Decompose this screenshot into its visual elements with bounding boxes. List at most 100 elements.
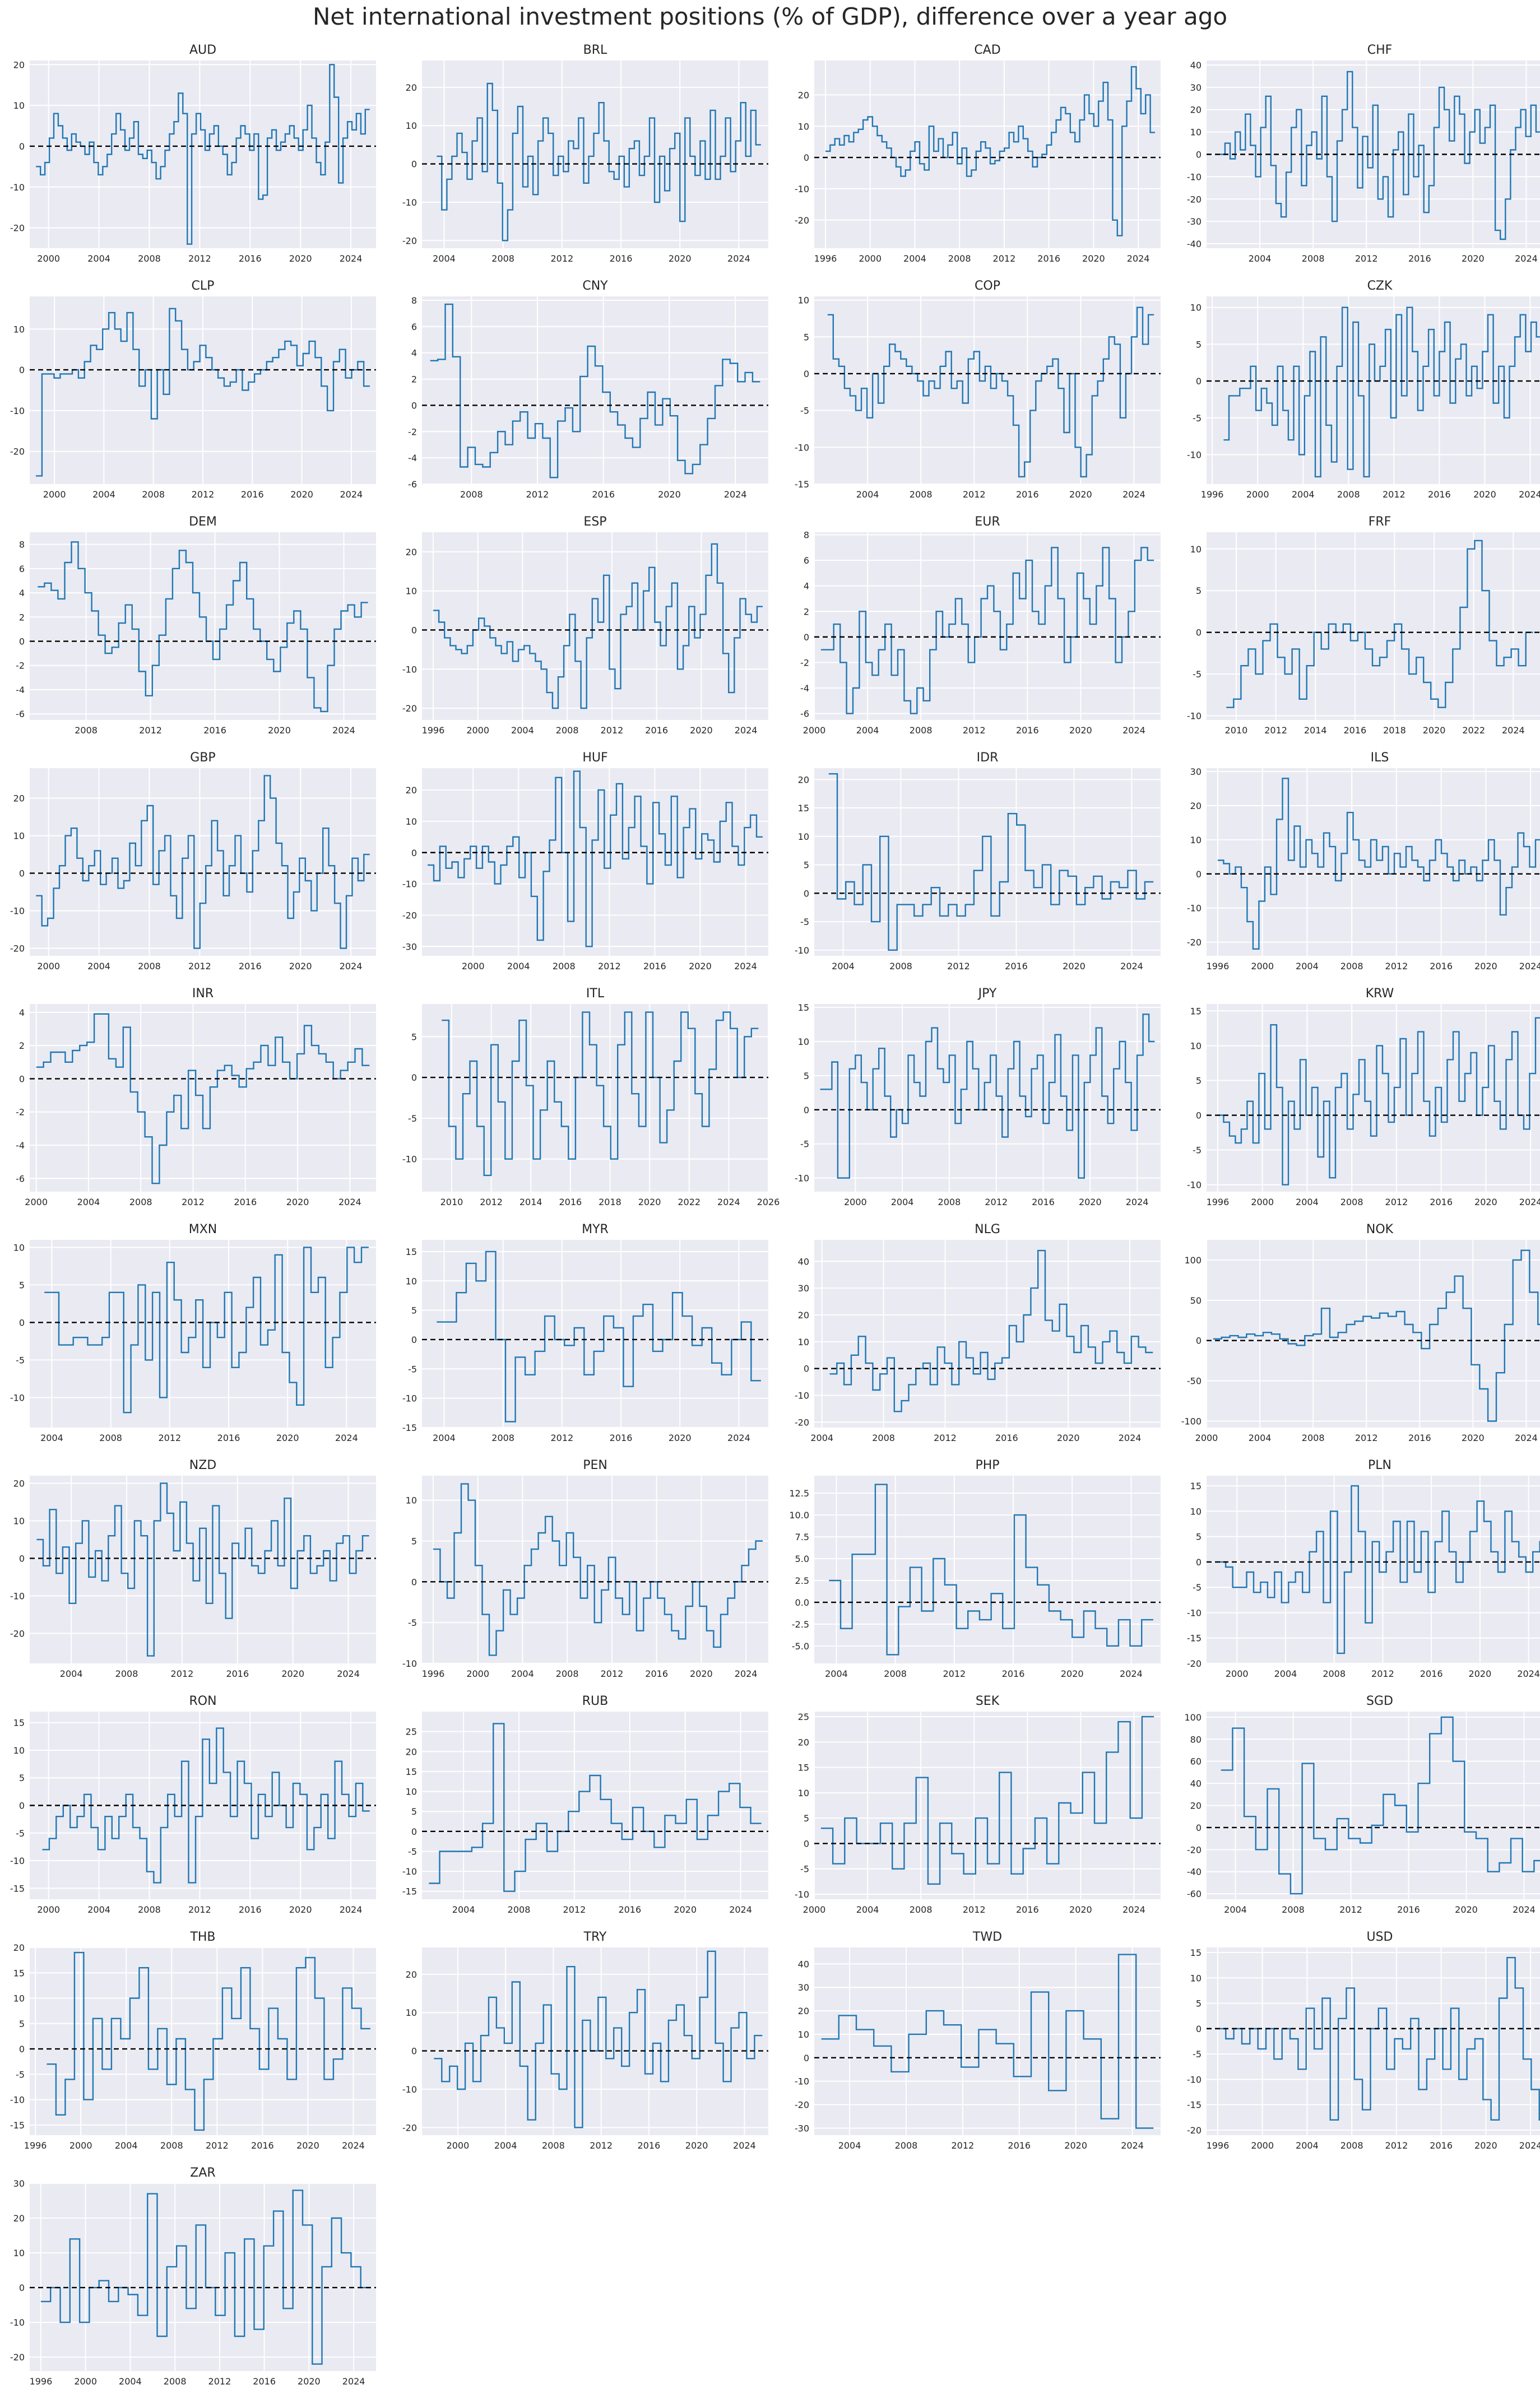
x-tick-label: 2016 [592,489,615,500]
x-tick-label: 2000 [466,725,489,736]
y-tick-label: -20 [402,235,417,246]
series-line [1217,778,1540,950]
x-tick-label: 2008 [1302,253,1325,264]
y-tick-label: -10 [10,1591,25,1601]
y-tick-label: -10 [1187,711,1202,722]
x-tick-label: 2016 [239,253,262,264]
x-tick-label: 2012 [1339,1904,1362,1915]
x-tick-label: 2010 [440,1197,463,1207]
y-tick-label: -15 [402,1423,417,1433]
x-tick-label: 2016 [1397,1904,1420,1915]
y-tick-label: 2 [19,1040,25,1051]
x-tick-label: 2016 [1343,725,1366,736]
x-tick-label: 2008 [895,2140,918,2151]
x-tick-label: 2016 [559,1197,582,1207]
x-tick-label: 2016 [1408,1433,1431,1443]
y-tick-label: 30 [1190,766,1202,777]
x-tick-label: 2008 [553,961,576,971]
panel-title: TRY [583,1930,607,1944]
x-tick-label: 2020 [674,1904,697,1915]
x-tick-label: 2000 [1251,961,1274,971]
y-tick-label: 0 [1196,2024,1202,2034]
x-tick-label: 2012 [206,2140,229,2151]
series-line [437,82,761,241]
y-tick-label: 100 [1184,1255,1202,1266]
y-tick-label: 15 [798,1763,809,1773]
panel-cny: CNY 8 6 4 2 0 -2 -4 -6 2008 2012 2016 2020 2024 [408,279,768,500]
x-tick-label: 2000 [1246,489,1269,500]
y-tick-label: -10 [402,664,417,675]
x-tick-label: 2016 [1408,253,1431,264]
y-tick-label: 4 [19,1007,25,1018]
y-tick-label: -4 [408,453,417,463]
y-tick-label: -20 [1187,1844,1202,1855]
x-tick-label: 2024 [735,725,758,736]
y-tick-label: -10 [10,1856,25,1866]
panel-title: CNY [582,279,608,293]
x-tick-label: 2004 [507,961,530,971]
x-tick-label: 2026 [757,1197,780,1207]
panel-title: INR [192,987,214,1001]
y-tick-label: -2 [16,1107,25,1118]
x-tick-label: 2012 [1385,2140,1408,2151]
x-tick-label: 2020 [1423,725,1446,736]
y-tick-label: 0 [804,2053,809,2063]
y-tick-label: 0 [804,152,809,163]
series-line [36,775,370,949]
x-tick-label: 2004 [1296,1197,1319,1207]
panel-title: PHP [975,1458,999,1472]
y-tick-label: 60 [1190,1756,1202,1767]
series-line [42,1727,370,1884]
x-tick-label: 2012 [139,725,162,736]
x-tick-label: 2024 [1519,961,1540,971]
panel-title: RUB [582,1694,608,1708]
x-tick-label: 2012 [951,2140,974,2151]
x-tick-label: 2012 [1264,725,1287,736]
x-tick-label: 2020 [1455,1904,1478,1915]
x-tick-label: 2024 [1122,725,1145,736]
y-tick-label: 5 [1196,585,1202,596]
x-tick-label: 2016 [1420,1668,1443,1679]
x-tick-label: 2020 [1474,1197,1497,1207]
panel-mxn: MXN 10 5 0 -5 -10 2004 2008 2012 2016 2020 2024 [10,1222,376,1443]
x-tick-label: 2004 [832,961,855,971]
y-tick-label: -10 [795,945,809,956]
x-tick-label: 1996 [1201,489,1224,500]
y-tick-label: 10 [406,1276,417,1286]
y-tick-label: 20 [13,793,25,804]
y-tick-label: 10 [1190,1973,1202,1983]
x-tick-label: 2008 [1282,1904,1305,1915]
panel-nok: NOK 100 50 0 -50 -100 2000 2004 2008 2012 2016 2020… [1181,1222,1540,1443]
panel-rub: RUB 25 20 15 10 5 0 -5 -10 -15 2004 2008 2012 2016 202… [402,1694,768,1915]
x-tick-label: 2004 [903,253,926,264]
y-tick-label: 0 [804,1838,809,1849]
x-tick-label: 2004 [856,1904,879,1915]
panel-background [30,768,376,956]
x-tick-label: 2020 [669,1433,692,1443]
y-tick-label: -4 [16,1140,25,1151]
x-tick-label: 2004 [1296,961,1319,971]
y-tick-label: -20 [1187,2125,1202,2136]
panel-title: CZK [1367,279,1393,293]
y-tick-label: 0 [19,365,25,375]
x-tick-label: 2000 [43,489,66,500]
y-tick-label: 10 [798,121,809,132]
x-tick-label: 2012 [985,1197,1008,1207]
panel-background [422,1240,768,1428]
x-tick-label: 2008 [1340,1197,1363,1207]
y-tick-label: 10 [798,1036,809,1047]
y-tick-label: 0 [411,848,417,858]
x-tick-label: 2008 [872,1433,895,1443]
x-tick-label: 1996 [814,253,837,264]
x-tick-label: 2020 [690,725,713,736]
panel-itl: ITL 5 0 -5 -10 2010 2012 2014 2016 2018 2020 2022 20… [402,987,780,1207]
y-tick-label: 10 [1190,1040,1202,1051]
x-tick-label: 2008 [910,725,933,736]
panel-background [422,1712,768,1899]
x-tick-label: 2024 [1127,253,1150,264]
panel-brl: BRL 20 10 0 -10 -20 2004 2008 2012 2016 2020 2024 [402,43,768,264]
y-tick-label: 2 [411,374,417,385]
x-tick-label: 2018 [599,1197,621,1207]
x-tick-label: 2016 [610,253,633,264]
